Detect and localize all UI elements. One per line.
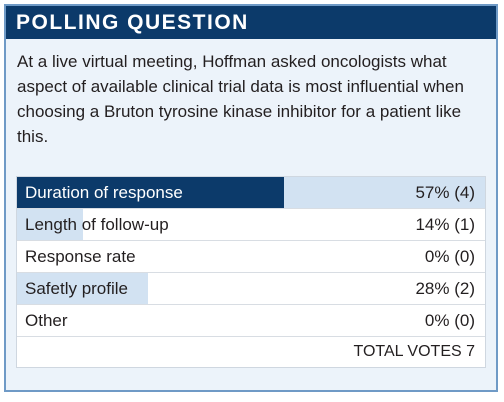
result-bar (17, 177, 284, 208)
result-bar (17, 209, 83, 240)
card-header: POLLING QUESTION (6, 6, 496, 39)
result-value: 14% (1) (415, 215, 475, 234)
result-row-length-of-follow-up: Length of follow-up 14% (1) (17, 209, 485, 241)
result-row-response-rate: Response rate 0% (0) (17, 241, 485, 273)
result-label: Length of follow-up (25, 215, 169, 234)
result-value: 0% (0) (424, 311, 475, 330)
total-votes-row: TOTAL VOTES 7 (17, 337, 485, 367)
card-title: POLLING QUESTION (16, 11, 249, 34)
poll-question-text: At a live virtual meeting, Hoffman asked… (17, 52, 464, 146)
result-row-duration-of-response: Duration of response 57% (4) (17, 177, 485, 209)
result-value: 57% (4) (415, 183, 475, 202)
total-votes: TOTAL VOTES 7 (353, 343, 475, 360)
result-label: Duration of response (25, 183, 183, 202)
result-row-other: Other 0% (0) (17, 305, 485, 337)
result-label: Safetly profile (25, 279, 128, 298)
result-label: Other (25, 311, 68, 330)
result-value: 0% (0) (424, 247, 475, 266)
poll-results: Duration of response 57% (4) Length of f… (16, 176, 486, 368)
result-bar (17, 273, 149, 304)
polling-question-card: POLLING QUESTION At a live virtual meeti… (4, 4, 498, 392)
result-label: Response rate (25, 247, 136, 266)
result-row-safety-profile: Safetly profile 28% (2) (17, 273, 485, 305)
result-value: 28% (2) (415, 279, 475, 298)
